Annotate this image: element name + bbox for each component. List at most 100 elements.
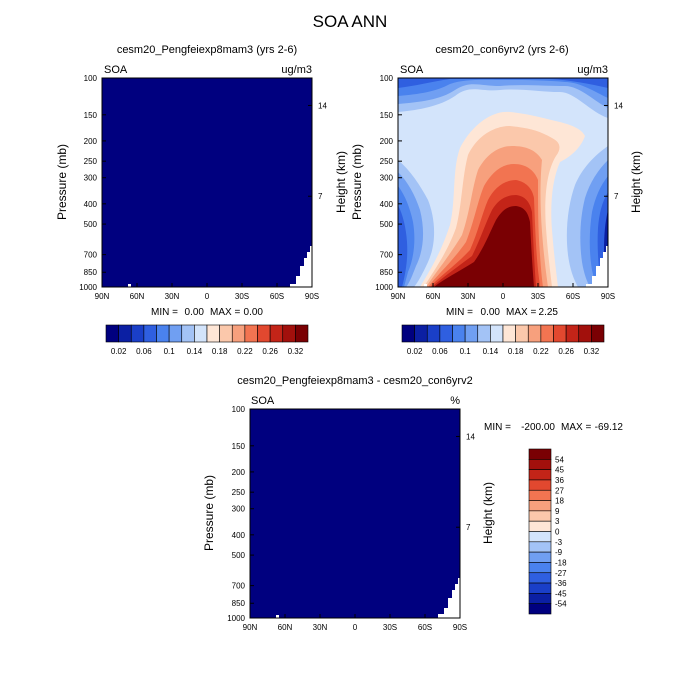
colorbar-swatch <box>130 324 145 343</box>
colorbar-swatch <box>414 324 428 343</box>
panel-diff: cesm20_Pengfeiexp8mam3 - cesm20_con6yrv2… <box>202 375 623 632</box>
panel-exp-field <box>102 78 312 287</box>
colorbar-swatch <box>528 562 552 574</box>
colorbar-label: -27 <box>555 569 567 578</box>
panel-ctl-y-ticks: 100 150 200 250 300 400 500 700 850 1000 <box>375 74 402 292</box>
colorbar-label: 0.26 <box>262 347 278 356</box>
colorbar-swatch <box>206 324 220 343</box>
colorbar-swatch <box>105 324 119 343</box>
colorbar-swatch <box>219 324 233 343</box>
colorbar-label: 27 <box>555 486 564 495</box>
panel-exp-y-ticks: 100 150 200 250 300 400 500 700 850 1000 <box>79 74 106 292</box>
pressure-tick-label: 500 <box>380 220 394 229</box>
pressure-tick-label: 500 <box>232 551 246 560</box>
colorbar-label: -54 <box>555 600 567 609</box>
pressure-tick-label: 250 <box>380 157 394 166</box>
panel-ctl-max-label: MAX = <box>506 307 536 318</box>
panel-exp-ylabel: Pressure (mb) <box>55 144 69 220</box>
pressure-tick-label: 150 <box>84 111 98 120</box>
colorbar-label: 0.14 <box>483 347 499 356</box>
colorbar-label: 45 <box>555 466 564 475</box>
colorbar-swatch <box>528 459 552 470</box>
colorbar-swatch <box>528 572 552 584</box>
colorbar-swatch <box>528 510 552 522</box>
panel-diff-min-label: MIN = <box>484 422 511 433</box>
colorbar-swatch <box>528 500 552 512</box>
panel-exp-max-value: 0.00 <box>244 307 264 318</box>
height-tick-label: 14 <box>318 101 327 110</box>
colorbar-label: 0 <box>555 528 560 537</box>
pressure-tick-label: 150 <box>232 442 246 451</box>
pressure-tick-label: 400 <box>380 200 394 209</box>
colorbar-swatch <box>528 582 552 594</box>
lat-tick-label: 0 <box>501 292 506 301</box>
panel-exp-missing-dot <box>128 284 131 287</box>
pressure-tick-label: 100 <box>84 74 98 83</box>
pressure-tick-label: 200 <box>232 468 246 477</box>
ctl-level-top-4 <box>398 78 608 88</box>
panel-diff-h-ticks: 14 7 <box>456 432 475 532</box>
pressure-tick-label: 300 <box>380 174 394 183</box>
panel-diff-field <box>250 409 460 618</box>
lat-tick-label: 30N <box>165 292 180 301</box>
pressure-tick-label: 850 <box>380 268 394 277</box>
panel-diff-min-value: -200.00 <box>521 422 555 433</box>
panel-exp-min-label: MIN = <box>151 307 178 318</box>
colorbar-label: 9 <box>555 507 560 516</box>
panel-diff-max-label: MAX = <box>561 422 591 433</box>
pressure-tick-label: 250 <box>84 157 98 166</box>
panel-diff-x-ticks: 90N 60N 30N 0 30S 60S 90S <box>243 614 467 632</box>
colorbar-swatch <box>502 324 516 343</box>
pressure-tick-label: 100 <box>380 74 394 83</box>
pressure-tick-label: 1000 <box>79 283 97 292</box>
colorbar-label: -45 <box>555 589 567 598</box>
pressure-tick-label: 300 <box>84 174 98 183</box>
colorbar-label: 0.32 <box>288 347 304 356</box>
pressure-tick-label: 250 <box>232 488 246 497</box>
panel-diff-variable: SOA <box>251 395 275 407</box>
pressure-tick-label: 400 <box>232 531 246 540</box>
figure-title: SOA ANN <box>313 12 388 31</box>
pressure-tick-label: 300 <box>232 505 246 514</box>
colorbar-swatch <box>231 324 246 343</box>
colorbar-swatch <box>591 324 605 343</box>
lat-tick-label: 30N <box>313 623 328 632</box>
colorbar-swatch <box>477 324 491 343</box>
colorbar-swatch <box>401 324 415 343</box>
colorbar-label: 0.1 <box>164 347 176 356</box>
panel-exp-variable: SOA <box>104 64 128 76</box>
height-tick-label: 14 <box>614 101 623 110</box>
lat-tick-label: 90S <box>305 292 319 301</box>
panel-diff-units: % <box>450 395 460 407</box>
panel-diff-max-value: -69.12 <box>595 422 624 433</box>
panel-diff-rlabel: Height (km) <box>481 482 495 544</box>
lat-tick-label: 60S <box>566 292 580 301</box>
pressure-tick-label: 850 <box>232 599 246 608</box>
pressure-tick-label: 150 <box>380 111 394 120</box>
height-tick-label: 7 <box>318 192 323 201</box>
lat-tick-label: 90S <box>601 292 615 301</box>
colorbar-label: 0.02 <box>407 347 423 356</box>
colorbar-swatch <box>156 324 170 343</box>
pressure-tick-label: 500 <box>84 220 98 229</box>
lat-tick-label: 90N <box>391 292 406 301</box>
colorbar-swatch <box>565 324 580 343</box>
colorbar-swatch <box>282 324 296 343</box>
height-tick-label: 7 <box>614 192 619 201</box>
colorbar-swatch <box>528 448 552 460</box>
colorbar-ctl: 0.02 0.06 0.1 0.14 0.18 0.22 0.26 0.32 <box>401 324 605 356</box>
lat-tick-label: 30S <box>383 623 397 632</box>
panel-diff-y-ticks: 100 150 200 250 300 400 500 700 850 1000 <box>227 405 254 623</box>
colorbar-swatch <box>490 324 504 343</box>
lat-tick-label: 60S <box>270 292 284 301</box>
colorbar-label: -3 <box>555 538 563 547</box>
panel-exp-rlabel: Height (km) <box>334 151 348 213</box>
colorbar-swatch <box>528 479 552 491</box>
colorbar-swatch <box>528 469 552 481</box>
lat-tick-label: 60N <box>130 292 145 301</box>
colorbar-swatch <box>295 324 309 343</box>
panel-exp-missing-area <box>290 246 312 287</box>
panel-exp-minmax: MIN = 0.00 MAX = 0.00 <box>151 307 263 318</box>
height-tick-label: 7 <box>466 523 471 532</box>
panel-diff-missing-dot <box>276 615 279 618</box>
